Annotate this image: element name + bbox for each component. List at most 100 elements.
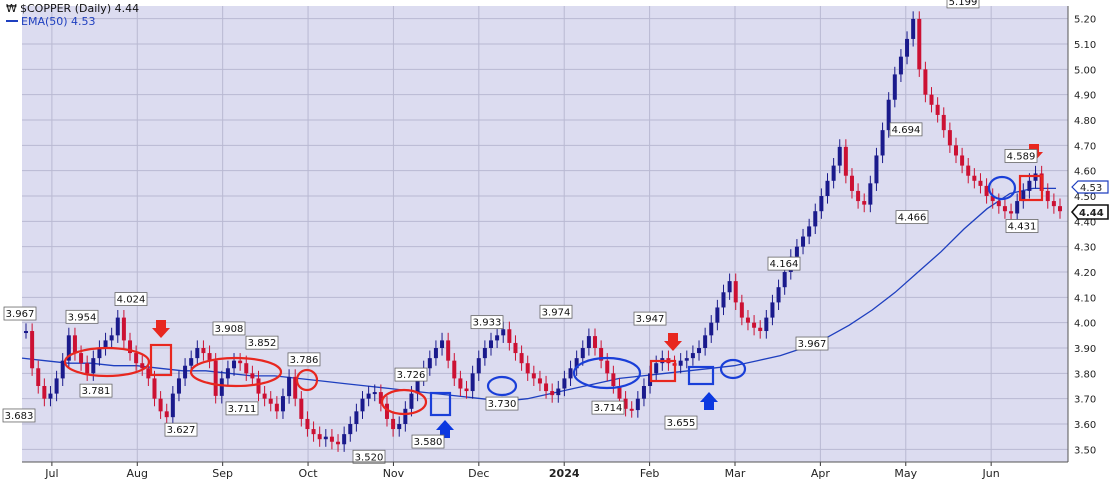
callout-box — [65, 309, 99, 324]
callout-box — [795, 336, 829, 351]
price-bar-body — [825, 180, 830, 196]
y-tick-label: 5.00 — [1074, 65, 1096, 76]
callout-box — [889, 122, 923, 137]
price-bar-body — [831, 165, 836, 181]
price-bar-body — [232, 360, 237, 369]
y-tick-label: 3.90 — [1074, 344, 1096, 355]
price-bar-body — [550, 391, 555, 396]
price-bar-body — [317, 434, 322, 440]
price-bar-body — [752, 322, 757, 328]
callout-label: 3.947 — [636, 314, 665, 325]
price-bar-body — [1015, 201, 1020, 214]
red-down-arrow — [664, 333, 682, 351]
callout-box — [485, 396, 519, 411]
callout-label: 5.199 — [949, 0, 978, 8]
callout-label: 4.024 — [117, 295, 146, 306]
price-bar-body — [813, 211, 818, 227]
close-price-tag: 4.44 — [1079, 208, 1104, 219]
price-bar-body — [24, 331, 28, 334]
y-tick-label: 3.50 — [1074, 445, 1096, 456]
price-bar-body — [837, 146, 842, 166]
callout-box — [946, 0, 980, 9]
right-price-tags: 4.53 4.44 — [1070, 180, 1109, 220]
callouts-group: 3.967 3.954 4.024 3.683 3.781 3.908 3.852 3.627… — [2, 0, 1039, 464]
price-bar-body — [342, 434, 347, 445]
price-bars-group — [24, 11, 1062, 452]
callout-label: 4.589 — [1007, 151, 1036, 162]
price-bar-body — [299, 398, 304, 419]
price-bar-body — [397, 424, 402, 430]
price-bar-body — [635, 398, 640, 411]
callout-box — [352, 449, 386, 464]
price-bar-body — [715, 307, 720, 323]
callout-box — [394, 367, 428, 382]
y-tick-label: 4.50 — [1074, 192, 1096, 203]
price-bar-body — [60, 360, 65, 379]
y-tick-label: 4.10 — [1074, 293, 1096, 304]
legend-symbol: ₩ — [6, 2, 17, 15]
price-bar-body — [856, 190, 861, 202]
callout-box — [411, 434, 445, 449]
price-bar-body — [170, 393, 175, 418]
price-bar-body — [990, 196, 995, 202]
callout-label: 4.466 — [898, 213, 927, 224]
price-bar-body — [262, 393, 267, 399]
price-bar-body — [544, 383, 549, 392]
x-tick-label: Dec — [468, 467, 489, 480]
y-tick-label: 4.40 — [1074, 217, 1096, 228]
x-tick-label: Aug — [127, 467, 148, 480]
price-bar-body — [213, 360, 218, 396]
callout-label: 3.967 — [6, 309, 35, 320]
price-bar-body — [433, 348, 438, 359]
callout-box — [114, 292, 148, 306]
y-tick-label: 4.80 — [1074, 116, 1096, 127]
ema-price-tag: 4.53 — [1080, 183, 1102, 194]
price-bar-body — [605, 360, 610, 374]
price-bar-body — [42, 386, 47, 399]
price-bar-body — [225, 368, 230, 379]
price-bar-body — [452, 360, 457, 379]
price-bar-body — [378, 392, 383, 404]
price-bar-body — [293, 376, 298, 399]
price-bar-body — [1045, 190, 1050, 202]
legend: ₩ $COPPER (Daily) 4.44 EMA(50) 4.53 — [6, 2, 139, 28]
blue-up-arrow — [700, 392, 718, 410]
callout-label: 3.730 — [488, 399, 517, 410]
price-bar-body — [146, 368, 151, 379]
price-bar-body — [966, 165, 971, 176]
annotation-box — [1018, 174, 1044, 202]
price-bar-body — [776, 287, 781, 303]
price-bar-body — [305, 418, 310, 430]
price-bar-body — [709, 322, 714, 336]
callout-box — [164, 422, 198, 437]
price-bar-body — [348, 424, 353, 435]
callout-label: 3.726 — [397, 370, 426, 381]
price-bar-body — [415, 378, 420, 394]
price-bar-body — [721, 292, 726, 308]
price-bar-body — [427, 358, 432, 369]
x-tick-label: May — [894, 467, 917, 480]
price-bar-body — [574, 358, 579, 369]
callout-box — [1004, 149, 1038, 163]
price-bar-body — [739, 302, 744, 318]
callout-label: 3.580 — [414, 437, 443, 448]
price-bar-body — [91, 358, 96, 374]
price-bar-body — [849, 175, 854, 191]
price-bar-body — [72, 335, 77, 354]
callout-box — [212, 321, 246, 336]
price-bar-body — [880, 130, 885, 156]
price-bar-body — [250, 373, 255, 379]
price-bar-body — [519, 353, 524, 364]
callout-box — [245, 335, 279, 350]
price-bar-body — [1002, 206, 1007, 212]
callout-label: 3.954 — [68, 312, 97, 323]
price-bar-body — [403, 408, 408, 424]
ema50-line — [21, 187, 1056, 402]
y-tick-label: 4.20 — [1074, 268, 1096, 279]
price-bar-body — [745, 317, 750, 323]
price-bar-body — [935, 104, 940, 115]
price-bar-body — [354, 411, 359, 424]
price-bar-body — [391, 418, 396, 430]
price-bar-body — [66, 335, 71, 361]
